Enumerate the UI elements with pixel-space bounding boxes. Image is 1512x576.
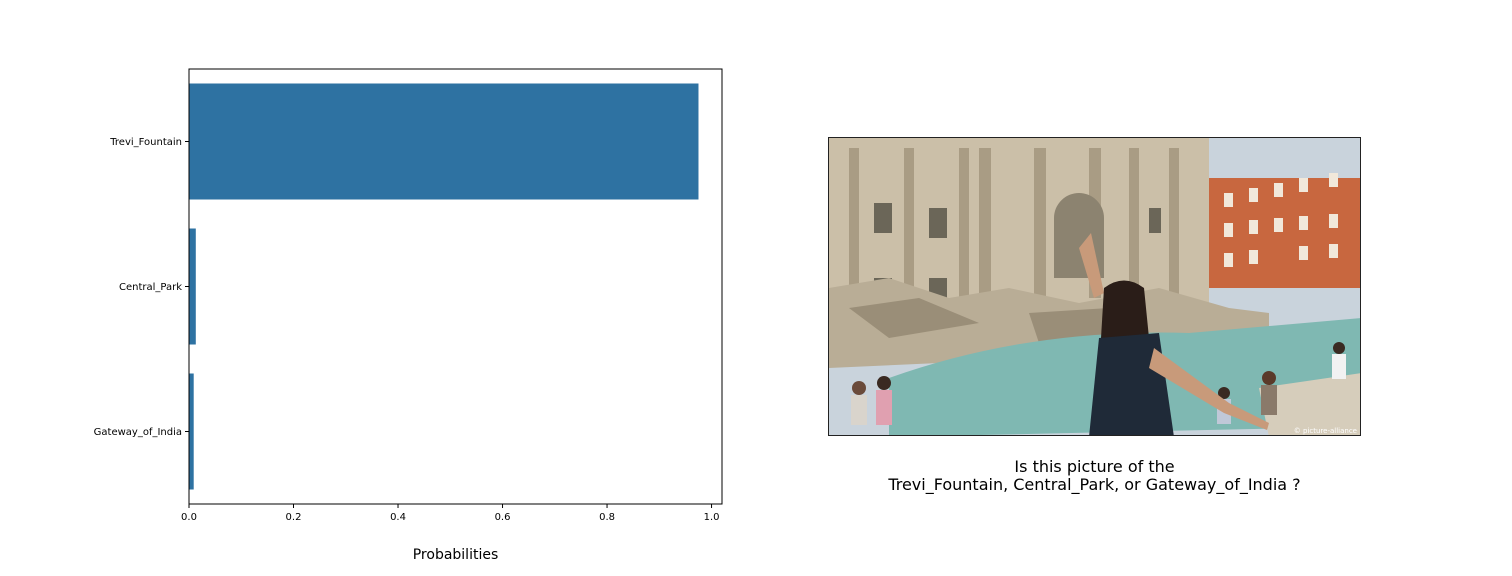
photo-basin-rim <box>1259 373 1360 435</box>
y-tick-label: Gateway_of_India <box>94 427 182 438</box>
photo-orange-building <box>1209 178 1360 288</box>
caption-line-1: Is this picture of the <box>1014 457 1175 476</box>
y-tick-label: Central_Park <box>119 282 182 293</box>
photo-rock-shadows <box>849 298 1129 343</box>
x-tick-label: 0.2 <box>286 512 302 523</box>
bar-trevi-fountain <box>189 83 699 200</box>
x-axis-title: Probabilities <box>413 547 499 563</box>
question-caption: Is this picture of the Trevi_Fountain, C… <box>828 458 1361 494</box>
bar-gateway-of-india <box>189 373 194 490</box>
photo-crowd <box>851 342 1346 425</box>
y-axis-ticks: Trevi_Fountain Central_Park Gateway_of_Ind… <box>94 137 189 438</box>
x-tick-label: 0.0 <box>181 512 197 523</box>
photo-building-windows <box>1224 173 1338 267</box>
x-axis-ticks: 0.0 0.2 0.4 0.6 0.8 1.0 <box>181 504 720 523</box>
x-tick-label: 1.0 <box>704 512 720 523</box>
bar-central-park <box>189 228 196 345</box>
x-tick-label: 0.6 <box>495 512 511 523</box>
x-tick-label: 0.8 <box>599 512 615 523</box>
photo-watermark: © picture-alliance <box>1294 427 1357 435</box>
caption-line-2: Trevi_Fountain, Central_Park, or Gateway… <box>888 475 1301 494</box>
y-tick-label: Trevi_Fountain <box>109 137 182 148</box>
bar-group <box>189 83 699 490</box>
landmark-photo: © picture-alliance <box>828 137 1361 436</box>
probability-bar-chart: Trevi_Fountain Central_Park Gateway_of_Ind… <box>94 68 723 563</box>
x-tick-label: 0.4 <box>390 512 406 523</box>
photo-woman <box>1079 233 1269 435</box>
